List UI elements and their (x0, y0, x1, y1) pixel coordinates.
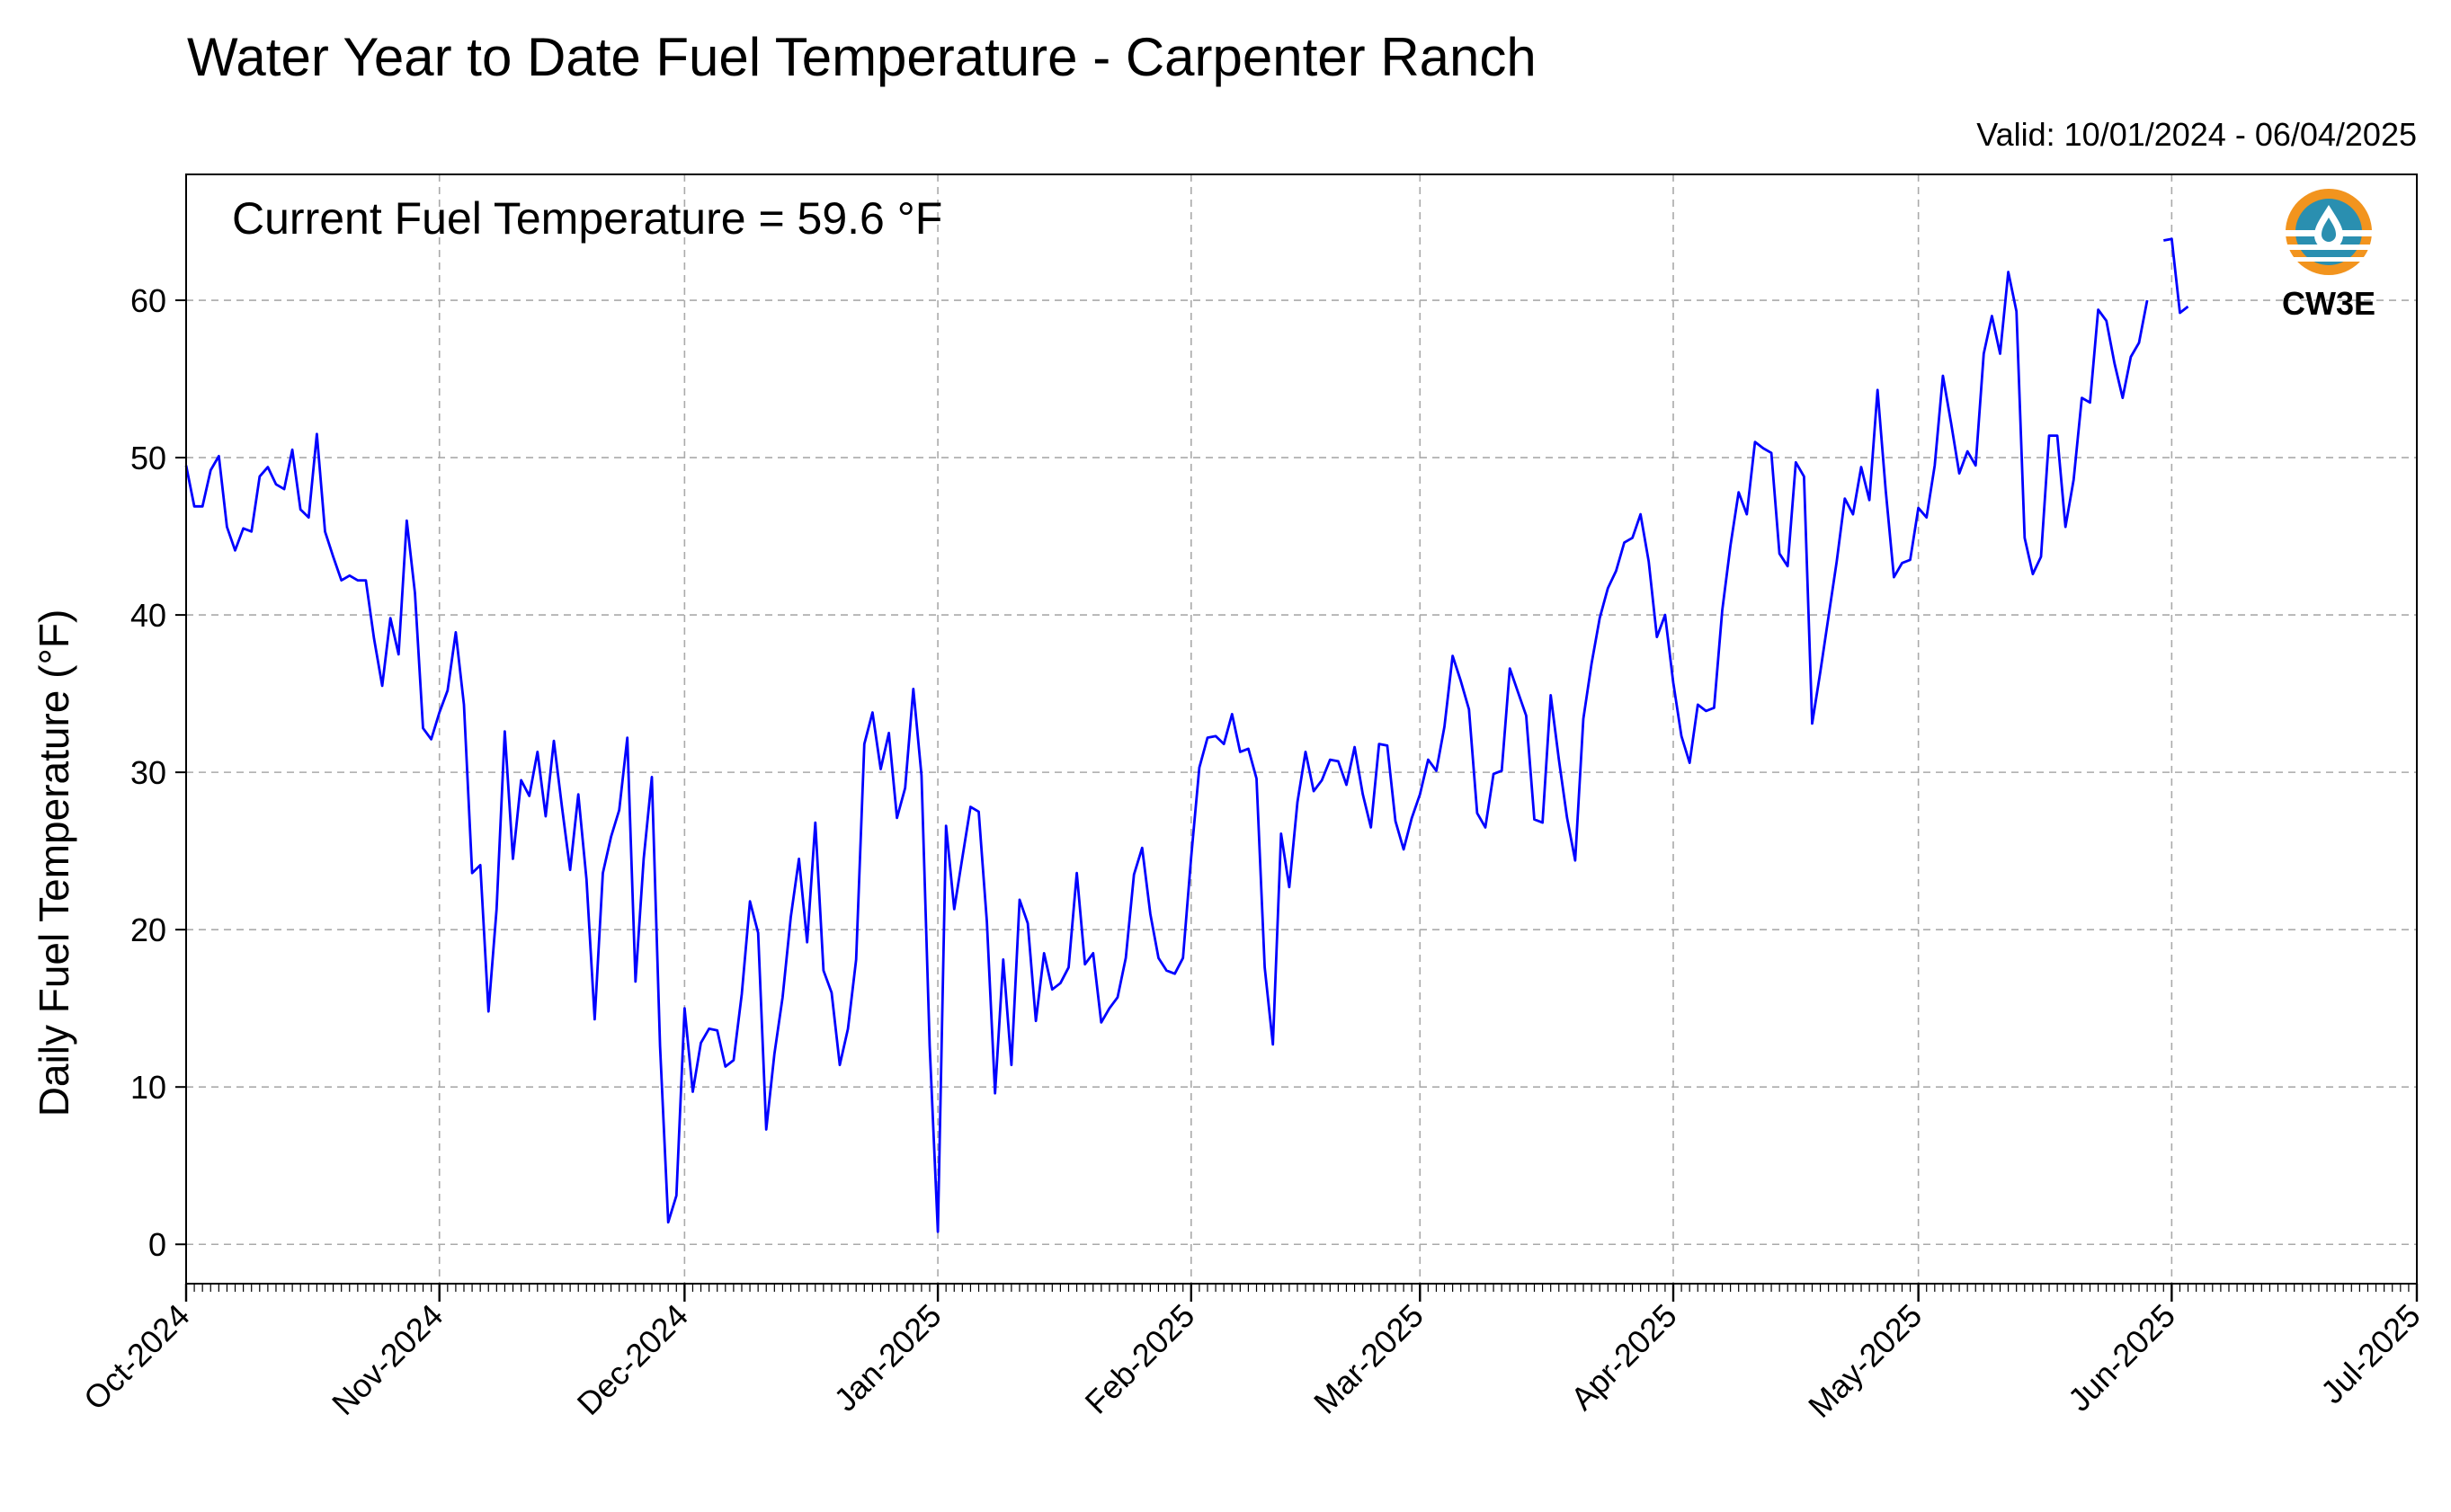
y-tick-label: 60 (130, 282, 166, 319)
y-tick-label: 50 (130, 440, 166, 476)
valid-date-range: Valid: 10/01/2024 - 06/04/2025 (1976, 116, 2417, 153)
cw3e-logo: CW3E (2282, 189, 2375, 322)
plot-frame (185, 173, 2418, 1285)
y-axis-label: Daily Fuel Temperature (°F) (31, 609, 77, 1117)
temperature-series-line-2 (2163, 237, 2189, 315)
y-tick-label: 20 (130, 912, 166, 948)
logo-label: CW3E (2282, 285, 2375, 322)
y-tick-label: 0 (148, 1226, 166, 1263)
current-fuel-temperature-annotation: Current Fuel Temperature = 59.6 °F (232, 193, 942, 244)
y-tick-label: 40 (130, 597, 166, 634)
chart-title: Water Year to Date Fuel Temperature - Ca… (187, 27, 1537, 87)
temperature-series-line-1 (184, 271, 2149, 1233)
y-tick-label: 10 (130, 1069, 166, 1106)
y-tick-label: 30 (130, 754, 166, 791)
temperature-series (184, 237, 2189, 1233)
y-axis-ticks: 0 10 20 30 40 50 60 (130, 282, 186, 1263)
